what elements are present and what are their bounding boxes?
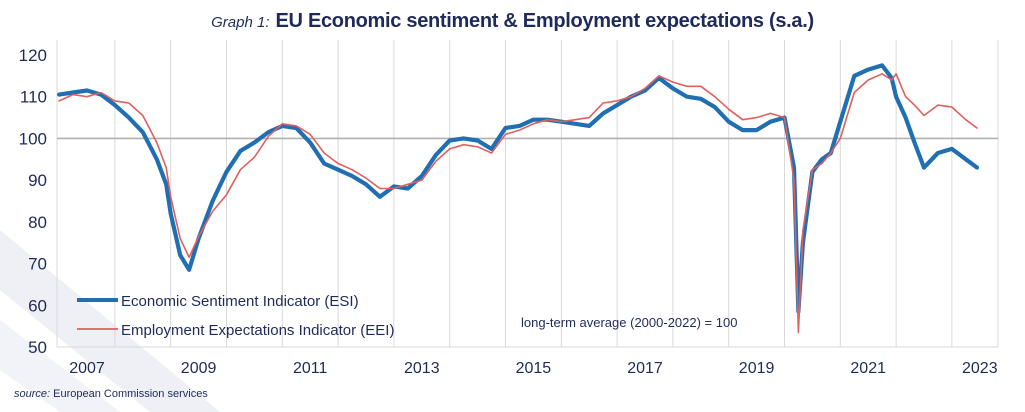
x-tick-label: 2009 — [181, 360, 217, 377]
source-label: source: — [14, 388, 51, 400]
legend: Economic Sentiment Indicator (ESI) Emplo… — [77, 293, 394, 339]
series-line-eei — [58, 73, 978, 334]
x-tick-label: 2013 — [404, 360, 440, 377]
y-tick-label: 60 — [28, 296, 47, 315]
y-axis-ticks: 50 60 70 80 90 100 110 120 — [19, 46, 47, 357]
y-tick-label: 80 — [28, 213, 47, 232]
source-note: source: European Commission services — [14, 388, 208, 400]
x-tick-label: 2021 — [850, 360, 886, 377]
y-tick-label: 100 — [19, 129, 47, 148]
x-tick-label: 2017 — [627, 360, 663, 377]
series-line-esi — [56, 63, 980, 314]
chart-title-main: EU Economic sentiment & Employment expec… — [275, 10, 815, 32]
y-tick-label: 110 — [20, 88, 47, 107]
x-tick-label: 2015 — [516, 360, 552, 377]
y-tick-label: 50 — [28, 338, 47, 357]
x-axis-ticks: 2007 2009 2011 2013 2015 2017 2019 2021 2023 — [69, 360, 997, 377]
chart-title-prefix: Graph 1: — [211, 14, 270, 31]
x-tick-label: 2011 — [293, 360, 328, 377]
series-group — [56, 63, 980, 334]
legend-label-eei: Employment Expectations Indicator (EEI) — [121, 322, 394, 339]
x-tick-label: 2007 — [69, 360, 105, 377]
legend-label-esi: Economic Sentiment Indicator (ESI) — [121, 293, 359, 310]
x-tick-label: 2023 — [962, 360, 998, 377]
x-tick-label: 2019 — [739, 360, 775, 377]
chart-title: Graph 1: EU Economic sentiment & Employme… — [0, 10, 1025, 33]
y-tick-label: 120 — [19, 46, 47, 65]
annotation-long-term-average: long-term average (2000-2022) = 100 — [521, 315, 737, 330]
y-tick-label: 70 — [28, 255, 47, 274]
y-tick-label: 90 — [28, 171, 47, 190]
grid-lines — [56, 40, 999, 348]
source-text: European Commission services — [53, 388, 208, 400]
